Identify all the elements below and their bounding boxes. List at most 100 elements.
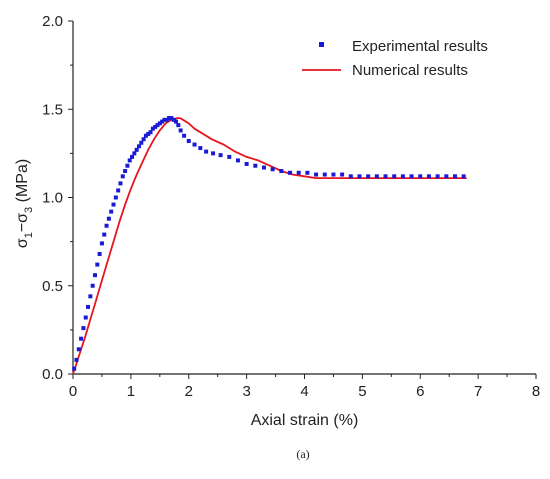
x-axis-title: Axial strain (%) bbox=[251, 412, 359, 429]
experimental-point bbox=[143, 133, 148, 138]
y-tick-label: 0.0 bbox=[42, 366, 63, 383]
experimental-point bbox=[125, 163, 130, 168]
experimental-point bbox=[253, 163, 258, 168]
experimental-point bbox=[134, 147, 139, 152]
experimental-point bbox=[127, 158, 132, 163]
experimental-point bbox=[176, 123, 181, 128]
experimental-point bbox=[90, 283, 95, 288]
experimental-point bbox=[366, 174, 371, 179]
legend-label-experimental: Experimental results bbox=[352, 38, 488, 55]
experimental-point bbox=[444, 174, 449, 179]
x-tick-label: 2 bbox=[185, 383, 193, 400]
experimental-point bbox=[348, 174, 353, 179]
y-axis-title-sub3: 3 bbox=[23, 207, 35, 213]
experimental-point bbox=[74, 357, 79, 362]
experimental-point bbox=[204, 149, 209, 154]
experimental-point bbox=[192, 142, 197, 147]
y-axis-title: σ1−σ3 (MPa) bbox=[14, 159, 35, 248]
legend-marker-experimental bbox=[319, 42, 324, 47]
x-tick-label: 7 bbox=[474, 383, 482, 400]
experimental-point bbox=[130, 154, 135, 159]
experimental-point bbox=[136, 144, 141, 149]
experimental-point bbox=[357, 174, 362, 179]
experimental-point bbox=[162, 117, 167, 122]
experimental-point bbox=[111, 202, 116, 207]
experimental-point bbox=[169, 116, 174, 121]
x-tick-label: 3 bbox=[242, 383, 250, 400]
experimental-point bbox=[83, 315, 88, 320]
experimental-point bbox=[123, 169, 128, 174]
experimental-point bbox=[139, 140, 144, 145]
experimental-point bbox=[244, 161, 249, 166]
experimental-point bbox=[72, 366, 77, 371]
experimental-point bbox=[340, 172, 345, 177]
experimental-point bbox=[374, 174, 379, 179]
experimental-point bbox=[95, 262, 100, 267]
experimental-point bbox=[383, 174, 388, 179]
y-axis-title-unit: (MPa) bbox=[14, 159, 31, 207]
experimental-point bbox=[392, 174, 397, 179]
y-tick-label: 2.0 bbox=[42, 13, 63, 30]
experimental-point bbox=[104, 223, 109, 228]
experimental-point bbox=[167, 116, 172, 121]
experimental-point bbox=[99, 241, 104, 246]
experimental-point bbox=[148, 130, 153, 135]
experimental-point bbox=[314, 172, 319, 177]
experimental-point bbox=[288, 170, 293, 175]
experimental-point bbox=[279, 169, 284, 174]
experimental-point bbox=[88, 294, 93, 299]
experimental-point bbox=[120, 174, 125, 179]
x-ticks: 0 1 2 3 4 5 6 7 8 bbox=[69, 374, 540, 400]
experimental-point bbox=[461, 174, 466, 179]
experimental-point bbox=[102, 232, 107, 237]
experimental-point bbox=[106, 216, 111, 221]
y-axis-title-sub1: 1 bbox=[23, 232, 35, 238]
y-ticks: 0.0 0.5 1.0 1.5 2.0 bbox=[42, 13, 73, 383]
experimental-point bbox=[153, 124, 158, 129]
experimental-point bbox=[322, 172, 327, 177]
experimental-point bbox=[118, 181, 123, 186]
experimental-point bbox=[113, 195, 118, 200]
experimental-point bbox=[150, 126, 155, 131]
x-tick-label: 5 bbox=[358, 383, 366, 400]
experimental-point bbox=[146, 131, 151, 136]
experimental-point bbox=[155, 123, 160, 128]
experimental-point bbox=[109, 209, 114, 214]
experimental-point bbox=[116, 188, 121, 193]
experimental-point bbox=[296, 170, 301, 175]
legend: Experimental results Numerical results bbox=[302, 38, 488, 79]
experimental-point bbox=[426, 174, 431, 179]
experimental-point bbox=[418, 174, 423, 179]
experimental-point bbox=[171, 117, 176, 122]
experimental-point bbox=[141, 137, 146, 142]
x-tick-label: 6 bbox=[416, 383, 424, 400]
y-axis-title-sigma1: σ bbox=[14, 238, 31, 248]
experimental-point bbox=[261, 165, 266, 170]
experimental-point bbox=[186, 139, 191, 144]
y-tick-label: 0.5 bbox=[42, 278, 63, 295]
experimental-point bbox=[174, 119, 179, 124]
legend-label-numerical: Numerical results bbox=[352, 62, 468, 79]
experimental-point bbox=[160, 119, 165, 124]
x-tick-label: 8 bbox=[532, 383, 540, 400]
numerical-results-line bbox=[72, 117, 467, 375]
experimental-point bbox=[227, 154, 232, 159]
experimental-point bbox=[400, 174, 405, 179]
experimental-point bbox=[452, 174, 457, 179]
y-tick-label: 1.5 bbox=[42, 101, 63, 118]
experimental-point bbox=[79, 336, 84, 341]
experimental-point bbox=[81, 326, 86, 331]
experimental-point bbox=[270, 167, 275, 172]
experimental-point bbox=[178, 128, 183, 133]
experimental-point bbox=[218, 153, 223, 158]
experimental-point bbox=[164, 117, 169, 122]
experimental-point bbox=[182, 133, 187, 138]
experimental-point bbox=[305, 170, 310, 175]
experimental-point bbox=[86, 304, 91, 309]
experimental-point bbox=[331, 172, 336, 177]
experimental-point bbox=[435, 174, 440, 179]
experimental-point bbox=[97, 251, 102, 256]
experimental-point bbox=[235, 158, 240, 163]
experimental-point bbox=[198, 146, 203, 151]
